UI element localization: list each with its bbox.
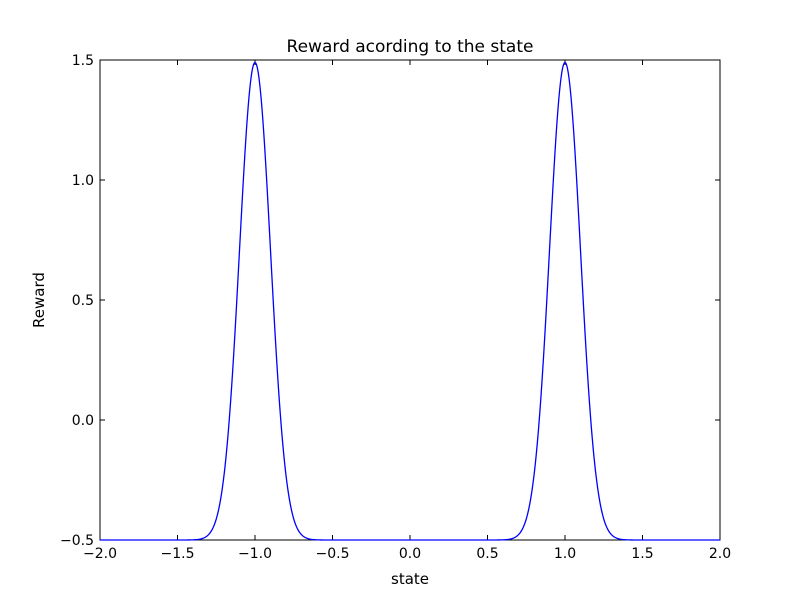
y-tick-label: −0.5 — [60, 533, 94, 549]
x-axis-label: state — [391, 570, 429, 588]
x-tick-label: −2.0 — [83, 546, 117, 562]
y-tick-label: 1.0 — [72, 173, 94, 189]
chart-title: Reward acording to the state — [287, 37, 534, 57]
x-tick-label: −1.5 — [161, 546, 195, 562]
plot-frame — [99, 59, 721, 541]
x-tick-label: 0.5 — [476, 546, 498, 562]
y-tick-label: 0.5 — [72, 293, 94, 309]
y-tick-label: 1.5 — [72, 53, 94, 69]
y-tick-label: 0.0 — [72, 413, 94, 429]
y-axis-label: Reward — [30, 272, 48, 328]
x-tick-label: −0.5 — [316, 546, 350, 562]
x-tick-label: 0.0 — [399, 546, 421, 562]
x-tick-label: 2.0 — [709, 546, 731, 562]
reward-series-line — [100, 61, 720, 541]
x-tick-label: −1.0 — [238, 546, 272, 562]
x-tick-label: 1.0 — [554, 546, 576, 562]
x-tick-label: 1.5 — [631, 546, 653, 562]
